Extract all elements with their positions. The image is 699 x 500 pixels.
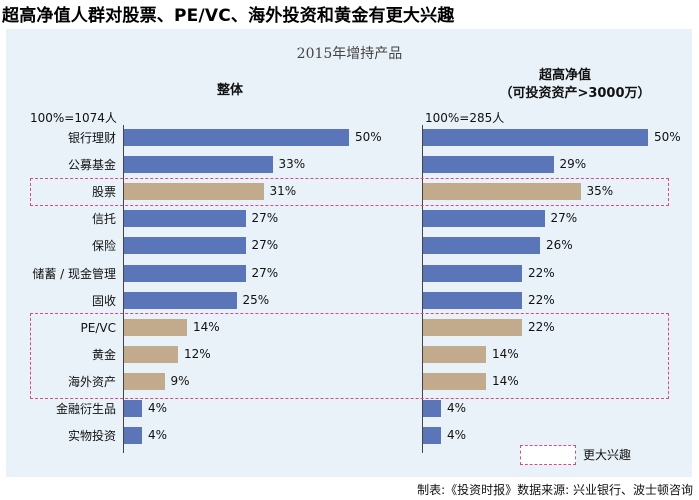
bar [423, 427, 441, 445]
bar [423, 183, 581, 201]
data-label: 4% [447, 428, 467, 443]
bar [423, 345, 486, 363]
bar [423, 156, 554, 174]
bar [124, 400, 142, 417]
data-label: 4% [148, 401, 168, 415]
bar [124, 318, 187, 336]
data-label: 35% [586, 184, 614, 199]
data-label: 4% [447, 401, 467, 415]
category-label: 股票 [91, 185, 116, 200]
bar [124, 345, 178, 363]
bar [423, 264, 522, 282]
data-label: 22% [528, 265, 555, 280]
data-label: 12% [184, 346, 211, 361]
bar [124, 183, 264, 201]
highlight-box-alternatives [30, 313, 669, 399]
data-label: 33% [278, 157, 306, 172]
bar [124, 210, 246, 228]
category-label: 金融衍生品 [55, 402, 116, 416]
data-label: 31% [269, 184, 297, 199]
category-label: PE/VC [80, 320, 116, 335]
base-count-overall: 100%=1074人 [30, 111, 117, 125]
bar [423, 210, 545, 228]
category-label: 公募基金 [67, 158, 116, 173]
data-label: 27% [251, 211, 279, 226]
data-label: 50% [654, 130, 681, 144]
data-label: 22% [528, 292, 555, 307]
data-label: 27% [251, 238, 279, 253]
data-label: 4% [148, 428, 168, 443]
bar [423, 129, 648, 146]
data-label: 27% [251, 265, 279, 280]
bar [124, 129, 349, 146]
bar [124, 372, 165, 390]
base-count-uhnw: 100%=285人 [425, 111, 505, 125]
highlight-box-stocks [30, 178, 669, 206]
data-label: 9% [170, 373, 190, 388]
category-label: 海外资产 [67, 374, 116, 389]
axis-line-overall [123, 125, 124, 453]
data-label: 14% [492, 373, 519, 388]
data-label: 22% [528, 319, 555, 334]
bar [124, 427, 142, 445]
category-label: 储蓄 / 现金管理 [32, 266, 116, 281]
data-label: 26% [546, 238, 573, 253]
source-footer: 制表:《投资时报》数据来源: 兴业银行、波士顿咨询 [417, 483, 693, 497]
data-label: 14% [492, 346, 519, 361]
category-label: 黄金 [91, 347, 116, 362]
category-label: 实物投资 [67, 429, 116, 444]
bar [423, 291, 522, 309]
bar [124, 264, 246, 282]
data-label: 29% [559, 157, 587, 172]
panel-header-overall: 整体 [216, 83, 243, 98]
bar [423, 400, 441, 417]
category-label: 保险 [91, 239, 116, 254]
legend-label: 更大兴趣 [583, 448, 632, 462]
category-label: 固收 [91, 293, 116, 308]
data-label: 14% [193, 319, 220, 334]
chart-title: 2015年增持产品 [296, 46, 403, 62]
axis-line-uhnw [422, 125, 423, 453]
bar [124, 291, 237, 309]
legend-swatch [520, 445, 576, 465]
bar [423, 237, 540, 255]
category-label: 银行理财 [67, 131, 116, 145]
data-label: 27% [550, 211, 578, 226]
bar [124, 156, 273, 174]
data-label: 25% [242, 292, 270, 307]
bar [423, 372, 486, 390]
data-label: 50% [355, 130, 382, 144]
panel-header-uhnw: 超高净值 [538, 68, 591, 83]
category-label: 信托 [91, 212, 116, 227]
bar [124, 237, 246, 255]
panel-subheader-uhnw: （可投资资产>3000万） [499, 86, 651, 101]
bar [423, 318, 522, 336]
page-title: 超高净值人群对股票、PE/VC、海外投资和黄金有更大兴趣 [2, 6, 455, 26]
chart-panel [6, 29, 692, 477]
